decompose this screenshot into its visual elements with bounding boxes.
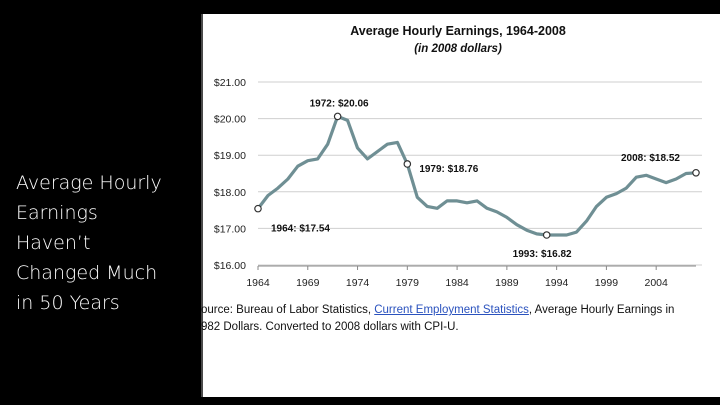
source-line-2: 982 Dollars. Converted to 2008 dollars w… — [201, 321, 459, 333]
x-axis-ticks: 1964 1969 1974 1979 1984 1989 1994 1999 2004 — [246, 265, 696, 289]
x-tick-label: 1999 — [595, 277, 619, 289]
x-tick-label: 2004 — [645, 277, 669, 289]
y-tick-label: $19.00 — [214, 150, 246, 162]
x-tick-label: 1964 — [246, 277, 270, 289]
y-tick-label: $17.00 — [214, 223, 246, 235]
slide-title-line: Average Hourly — [16, 172, 162, 194]
source-note: ource: Bureau of Labor Statistics, Curre… — [201, 302, 720, 336]
annotation-label: 1964: $17.54 — [271, 224, 330, 235]
annotations: 1964: $17.54 1972: $20.06 1979: $18.76 1993… — [254, 98, 700, 260]
y-tick-label: $16.00 — [214, 260, 246, 272]
annotation-point — [333, 112, 342, 121]
annotation-point — [542, 231, 551, 239]
series-line — [256, 114, 698, 237]
x-tick-label: 1979 — [396, 277, 420, 289]
source-link[interactable]: Current Employment Statistics — [374, 304, 529, 316]
y-tick-label: $18.00 — [214, 187, 246, 199]
grid-lines — [258, 81, 702, 266]
annotation-label: 2008: $18.52 — [621, 153, 680, 164]
x-tick-label: 1994 — [545, 277, 569, 289]
annotation-point — [403, 160, 412, 168]
y-axis-ticks: $21.00 $20.00 $19.00 $18.00 $17.00 $16.00 — [214, 77, 246, 272]
x-tick-label: 1969 — [296, 277, 320, 289]
slide-title-line: Earnings — [16, 202, 98, 224]
annotation-point — [692, 168, 700, 177]
slide-title: Average Hourly Earnings Haven’t Changed … — [16, 168, 196, 318]
annotation-label: 1979: $18.76 — [419, 164, 478, 175]
source-line-1: ource: Bureau of Labor Statistics, Curre… — [201, 302, 720, 319]
chart-subtitle: (in 2008 dollars) — [414, 43, 502, 55]
x-tick-label: 1974 — [346, 277, 370, 289]
panel-border — [201, 14, 203, 397]
x-tick-label: 1989 — [495, 277, 519, 289]
source-prefix: ource: Bureau of Labor Statistics, — [201, 304, 375, 316]
chart-panel — [201, 14, 720, 397]
x-tick-label: 1984 — [445, 277, 469, 289]
source-suffix: , Average Hourly Earnings in — [528, 304, 675, 316]
annotation-label: 1972: $20.06 — [310, 98, 369, 109]
annotation-label: 1993: $16.82 — [513, 249, 572, 260]
y-tick-label: $20.00 — [214, 114, 246, 126]
annotation-point — [254, 204, 262, 213]
slide-title-line: Haven’t — [16, 232, 91, 254]
slide-title-line: Changed Much — [16, 262, 158, 284]
slide-title-line: in 50 Years — [16, 292, 120, 314]
y-tick-label: $21.00 — [214, 77, 246, 89]
chart-title: Average Hourly Earnings, 1964-2008 — [350, 24, 566, 38]
